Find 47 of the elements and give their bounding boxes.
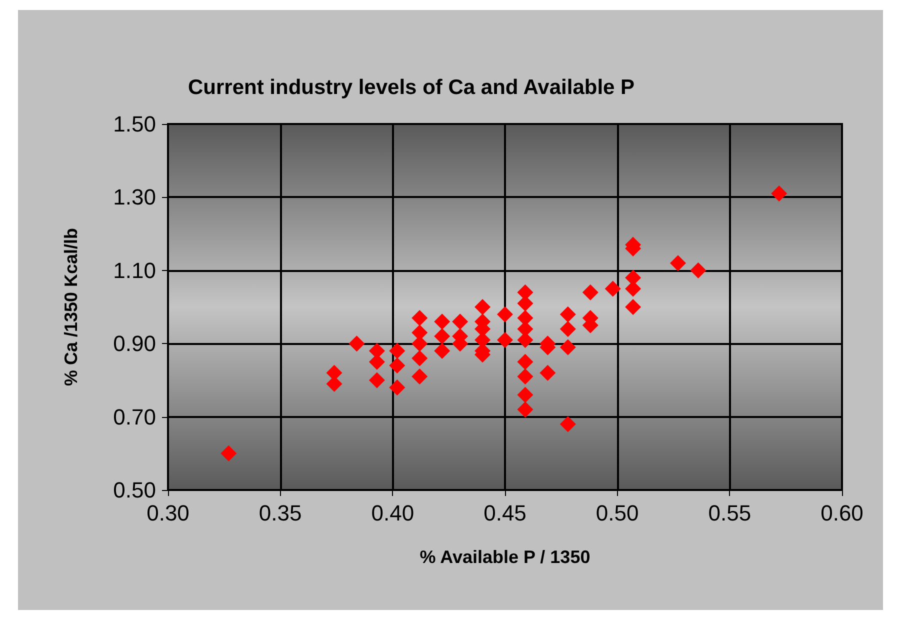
point [517, 368, 534, 385]
point [368, 372, 385, 388]
point [389, 358, 406, 374]
point [452, 314, 468, 330]
point [690, 262, 706, 278]
x-tick-label: 0.45 [484, 500, 526, 526]
chart-title: Current industry levels of Ca and Available P [188, 76, 635, 99]
x-tick-label: 0.50 [596, 500, 639, 526]
point [540, 364, 556, 381]
point [434, 314, 450, 330]
y-tick-label: 1.30 [113, 184, 156, 210]
y-tick-label: 1.50 [113, 112, 156, 136]
point [517, 354, 534, 370]
x-tick-label: 0.60 [820, 500, 864, 526]
point [348, 336, 365, 352]
point [412, 350, 428, 366]
point [434, 342, 450, 359]
point [625, 299, 642, 315]
x-tick-label: 0.40 [371, 500, 414, 526]
point [517, 401, 534, 418]
point [771, 186, 788, 202]
point [497, 332, 513, 348]
point [560, 306, 576, 322]
point [434, 328, 450, 344]
y-tick-label: 0.50 [113, 478, 156, 502]
point [389, 342, 406, 359]
point [497, 306, 513, 322]
point [560, 339, 576, 356]
point [517, 386, 534, 403]
point [412, 310, 428, 326]
point [412, 368, 428, 385]
point [560, 320, 576, 337]
point [560, 416, 576, 432]
y-tick-label: 0.90 [113, 331, 156, 356]
x-tick-label: 0.35 [258, 500, 302, 526]
y-tick-label: 0.70 [113, 404, 156, 430]
point [670, 255, 686, 272]
point [582, 284, 598, 300]
point [220, 445, 237, 462]
point [474, 299, 491, 315]
y-tick-label: 1.10 [113, 258, 156, 283]
x-tick-label: 0.30 [146, 500, 190, 526]
x-tick-label: 0.55 [708, 500, 752, 526]
point [389, 380, 406, 396]
y-axis-title: % Ca /1350 Kcal/lb [61, 228, 81, 386]
point [604, 280, 621, 297]
x-axis-title: % Available P / 1350 [420, 547, 590, 567]
